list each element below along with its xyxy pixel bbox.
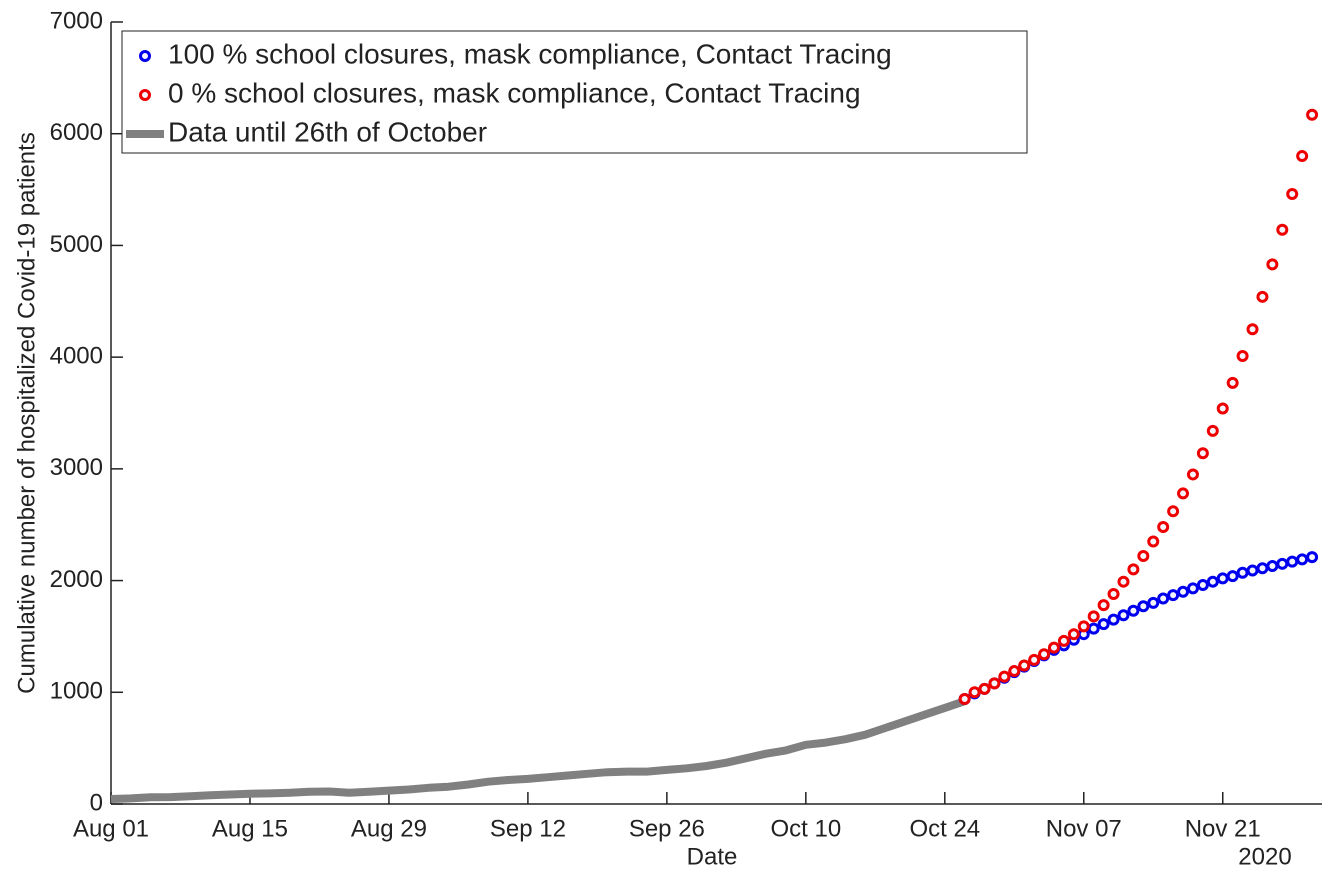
data-point xyxy=(1186,582,1199,595)
x-tick-label: Aug 29 xyxy=(351,815,427,842)
data-point xyxy=(1077,620,1090,633)
data-point xyxy=(1296,553,1309,566)
data-point xyxy=(998,670,1011,683)
data-point xyxy=(1236,566,1249,579)
y-axis-label: Cumulative number of hospitalized Covid-… xyxy=(13,132,40,694)
data-point xyxy=(978,682,991,695)
data-point xyxy=(988,677,1001,690)
data-point xyxy=(1226,570,1239,583)
data-point xyxy=(1177,487,1190,500)
data-point xyxy=(1286,188,1299,201)
legend-label: 0 % school closures, mask compliance, Co… xyxy=(168,77,861,108)
data-point xyxy=(1107,613,1120,626)
data-point xyxy=(1157,520,1170,533)
data-point xyxy=(1167,589,1180,602)
legend-marker xyxy=(139,50,151,62)
data-point xyxy=(1246,323,1259,336)
data-point xyxy=(1117,575,1130,588)
x-year-label: 2020 xyxy=(1238,843,1291,870)
data-point xyxy=(1057,634,1070,647)
data-point xyxy=(1256,562,1269,575)
data-point xyxy=(1127,604,1140,617)
data-point xyxy=(1157,592,1170,605)
data-point xyxy=(1236,350,1249,363)
x-tick-label: Aug 15 xyxy=(212,815,288,842)
data-point xyxy=(1087,622,1100,635)
data-point xyxy=(1226,376,1239,389)
data-point xyxy=(968,686,981,699)
data-point xyxy=(1266,560,1279,573)
data-point xyxy=(1167,505,1180,518)
y-tick-label: 4000 xyxy=(50,342,103,369)
y-tick-label: 0 xyxy=(90,789,103,816)
y-tick-label: 5000 xyxy=(50,231,103,258)
y-tick-label: 3000 xyxy=(50,454,103,481)
data-point xyxy=(1296,150,1309,163)
data-point xyxy=(1067,628,1080,641)
data-point xyxy=(1306,551,1319,564)
data-point xyxy=(958,692,971,705)
data-point xyxy=(1147,535,1160,548)
x-tick-label: Sep 12 xyxy=(490,815,566,842)
x-tick-label: Oct 24 xyxy=(909,815,980,842)
x-tick-label: Sep 26 xyxy=(629,815,705,842)
data-point xyxy=(1276,557,1289,570)
data-point xyxy=(1097,599,1110,612)
legend-label: Data until 26th of October xyxy=(168,116,487,147)
y-tick-label: 6000 xyxy=(50,119,103,146)
data-point xyxy=(1117,609,1130,622)
x-tick-label: Aug 01 xyxy=(73,815,149,842)
data-point xyxy=(1097,618,1110,631)
data-point xyxy=(1206,424,1219,437)
data-point xyxy=(1107,587,1120,600)
data-point xyxy=(1256,290,1269,303)
x-tick-label: Nov 07 xyxy=(1046,815,1122,842)
legend-marker xyxy=(139,89,151,101)
data-point xyxy=(1127,563,1140,576)
data-point xyxy=(1246,564,1259,577)
y-tick-label: 7000 xyxy=(50,7,103,34)
data-point xyxy=(1087,610,1100,623)
legend-box xyxy=(121,30,1028,154)
data-point xyxy=(1286,555,1299,568)
data-point xyxy=(1008,665,1021,678)
data-point xyxy=(1216,572,1229,585)
data-point xyxy=(1137,600,1150,613)
data-point xyxy=(1206,575,1219,588)
data-point xyxy=(1306,108,1319,121)
data-point xyxy=(1137,549,1150,562)
legend: 100 % school closures, mask compliance, … xyxy=(121,30,1028,154)
data-point xyxy=(1196,447,1209,460)
x-axis-label: Date xyxy=(687,843,738,870)
data-point xyxy=(1038,648,1051,661)
data-point xyxy=(1028,653,1041,666)
legend-label: 100 % school closures, mask compliance, … xyxy=(168,38,892,69)
data-point xyxy=(1047,641,1060,654)
data-point xyxy=(1147,596,1160,609)
data-point xyxy=(1177,585,1190,598)
data-point xyxy=(1266,258,1279,271)
x-tick-label: Oct 10 xyxy=(770,815,841,842)
y-tick-label: 2000 xyxy=(50,566,103,593)
data-point xyxy=(1216,402,1229,415)
y-tick-label: 1000 xyxy=(50,678,103,705)
data-point xyxy=(1276,223,1289,236)
x-tick-label: Nov 21 xyxy=(1185,815,1261,842)
data-point xyxy=(1196,579,1209,592)
data-point xyxy=(1186,468,1199,481)
data-line xyxy=(110,697,966,803)
data-point xyxy=(1018,659,1031,672)
